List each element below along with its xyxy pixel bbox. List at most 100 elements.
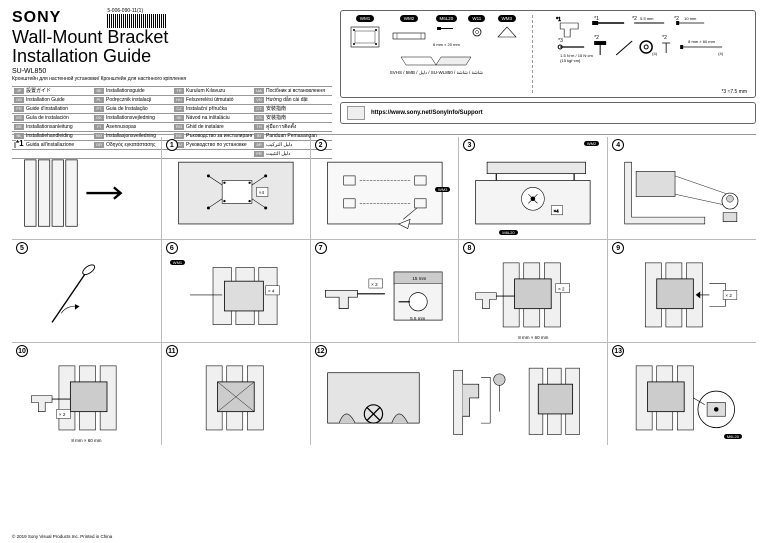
lang-cell: CS安装指南 — [252, 114, 332, 123]
step-5: 5 — [12, 240, 161, 342]
step-13: 13 M6L20 — [607, 343, 756, 445]
lang-label: Asennusopas — [106, 124, 136, 130]
lang-cell: CZInstalační příručka — [172, 105, 252, 114]
lang-cell: FRGuide d'installation — [12, 105, 92, 114]
svg-text:5.5 mm: 5.5 mm — [640, 16, 654, 21]
lang-cell: GBInstallation Guide — [12, 96, 92, 105]
title-line2: Installation Guide — [12, 47, 332, 66]
brand-logo: SONY — [12, 9, 61, 27]
support-url: https://www.sony.net/SonyInfo/Support — [371, 110, 483, 116]
tools-required: *1 *1 5.5 mm *2 10 mm *2 — [537, 15, 751, 93]
part-label-w11: W11 — [468, 15, 485, 22]
subtitle: Кронштейн для настенной установки/ Кронш… — [12, 76, 332, 82]
lang-label: Instalační příručka — [186, 106, 227, 112]
step-10-icon: × 2 — [16, 359, 157, 439]
lang-cell: SKNávod na inštaláciu — [172, 114, 252, 123]
part-label-wm3: WM3 — [498, 15, 517, 22]
lang-code: GB — [14, 97, 24, 103]
lang-cell: PTGuia de Instalação — [92, 105, 172, 114]
steps-grid: *1 1 — [12, 137, 756, 445]
header: SONY 5-006-090-11(1) Wall-Mount Bracket … — [12, 10, 756, 130]
step-8: 8 8 mm × 60 mm × 2 — [458, 240, 607, 342]
header-right: WM1 WM2 — [340, 10, 756, 130]
svg-text:× 2: × 2 — [558, 286, 565, 291]
lang-label: Guide d'installation — [26, 106, 68, 112]
step-12-num: 12 — [315, 345, 327, 357]
lang-label: Installationsvejledning — [106, 115, 155, 121]
lang-label: Kurulum Kılavuzu — [186, 88, 225, 94]
lang-label: Посібник зі встановлення — [266, 88, 325, 94]
part-wm2-icon — [389, 23, 429, 51]
lang-cell: JP設置ガイド — [12, 87, 92, 96]
parts-box: WM1 WM2 — [340, 10, 756, 98]
svg-text:15 mm: 15 mm — [412, 276, 426, 281]
support-thumb — [347, 106, 365, 120]
lang-code: SE — [94, 88, 104, 94]
tools-icons: *1 *1 5.5 mm *2 10 mm *2 — [537, 15, 751, 85]
svg-text:×4: ×4 — [554, 209, 560, 214]
lang-code: PT — [94, 106, 104, 112]
part-label-wm2: WM2 — [400, 15, 419, 22]
step-10-caption: 8 mm × 60 mm — [12, 438, 161, 443]
step-11: 11 — [161, 343, 310, 445]
step-5-icon — [16, 256, 157, 336]
step-2-icon — [315, 153, 455, 233]
lang-cell: THคู่มือการติดตั้ง — [252, 123, 332, 132]
step-1: 1 ×4 — [161, 137, 310, 239]
lang-code: TH — [254, 124, 264, 130]
svg-text:*2: *2 — [674, 16, 679, 22]
svg-text:10 mm: 10 mm — [684, 16, 697, 21]
step-3-label-m6l20: M6L20 — [499, 230, 517, 235]
svg-text:× 2: × 2 — [59, 412, 66, 417]
lang-code: PL — [94, 97, 104, 103]
step-4: 4 — [607, 137, 756, 239]
part-wm1-icon — [345, 23, 385, 51]
lang-code: HU — [174, 97, 184, 103]
step-pre-num: *1 — [16, 139, 24, 148]
step-3-num: 3 — [463, 139, 475, 151]
step-13-num: 13 — [612, 345, 624, 357]
svg-text:× 4: × 4 — [268, 289, 275, 294]
lang-code: CT — [254, 106, 264, 112]
lang-label: Felszerelési útmutató — [186, 97, 234, 103]
step-6: 6 WM1 × 4 — [161, 240, 310, 342]
lang-cell: CT安裝指南 — [252, 105, 332, 114]
lang-code: SK — [174, 115, 184, 121]
svg-text:(4): (4) — [652, 51, 658, 56]
part-label-m6l20: M6L20 — [436, 15, 458, 22]
step-8-icon: × 2 — [463, 256, 603, 336]
step-2-label: WM3 — [435, 187, 450, 192]
step-10: 10 8 mm × 60 mm × 2 — [12, 343, 161, 445]
lang-code: TR — [174, 88, 184, 94]
step-12: 12 — [310, 343, 608, 445]
step-pre-icon — [16, 153, 157, 233]
lang-code: VN — [254, 97, 264, 103]
svg-text:8 mm × 60 mm: 8 mm × 60 mm — [688, 39, 715, 44]
part-w11-icon — [464, 23, 490, 41]
lang-code: CS — [254, 115, 264, 121]
step-5-num: 5 — [16, 242, 28, 254]
lang-code: FR — [14, 106, 24, 112]
step-2: 2 WM3 — [310, 137, 459, 239]
svg-text:*1: *1 — [594, 16, 599, 22]
lang-label: คู่มือการติดตั้ง — [266, 123, 296, 131]
lang-code: DK — [94, 115, 104, 121]
svg-text:(4): (4) — [718, 51, 724, 56]
step-3: 3 WM2 M6L20 ×4 — [458, 137, 607, 239]
step-4-num: 4 — [612, 139, 624, 151]
step-13-icon — [612, 359, 752, 439]
lang-cell: DKInstallationsvejledning — [92, 114, 172, 123]
lang-cell: ESGuía de instalación — [12, 114, 92, 123]
lang-label: Installationsanleitung — [26, 124, 73, 130]
lang-cell: SEInstallationsguide — [92, 87, 172, 96]
part-template-icon — [396, 55, 476, 69]
step-7-num: 7 — [315, 242, 327, 254]
step-11-icon — [166, 359, 306, 439]
page: SONY 5-006-090-11(1) Wall-Mount Bracket … — [0, 0, 768, 543]
step-10-num: 10 — [16, 345, 28, 357]
lang-code: FI — [94, 124, 104, 130]
lang-label: Installation Guide — [26, 97, 65, 103]
step-9-icon: × 2 — [612, 256, 752, 336]
step-6-icon: × 4 — [166, 256, 306, 336]
lang-code: JP — [14, 88, 24, 94]
